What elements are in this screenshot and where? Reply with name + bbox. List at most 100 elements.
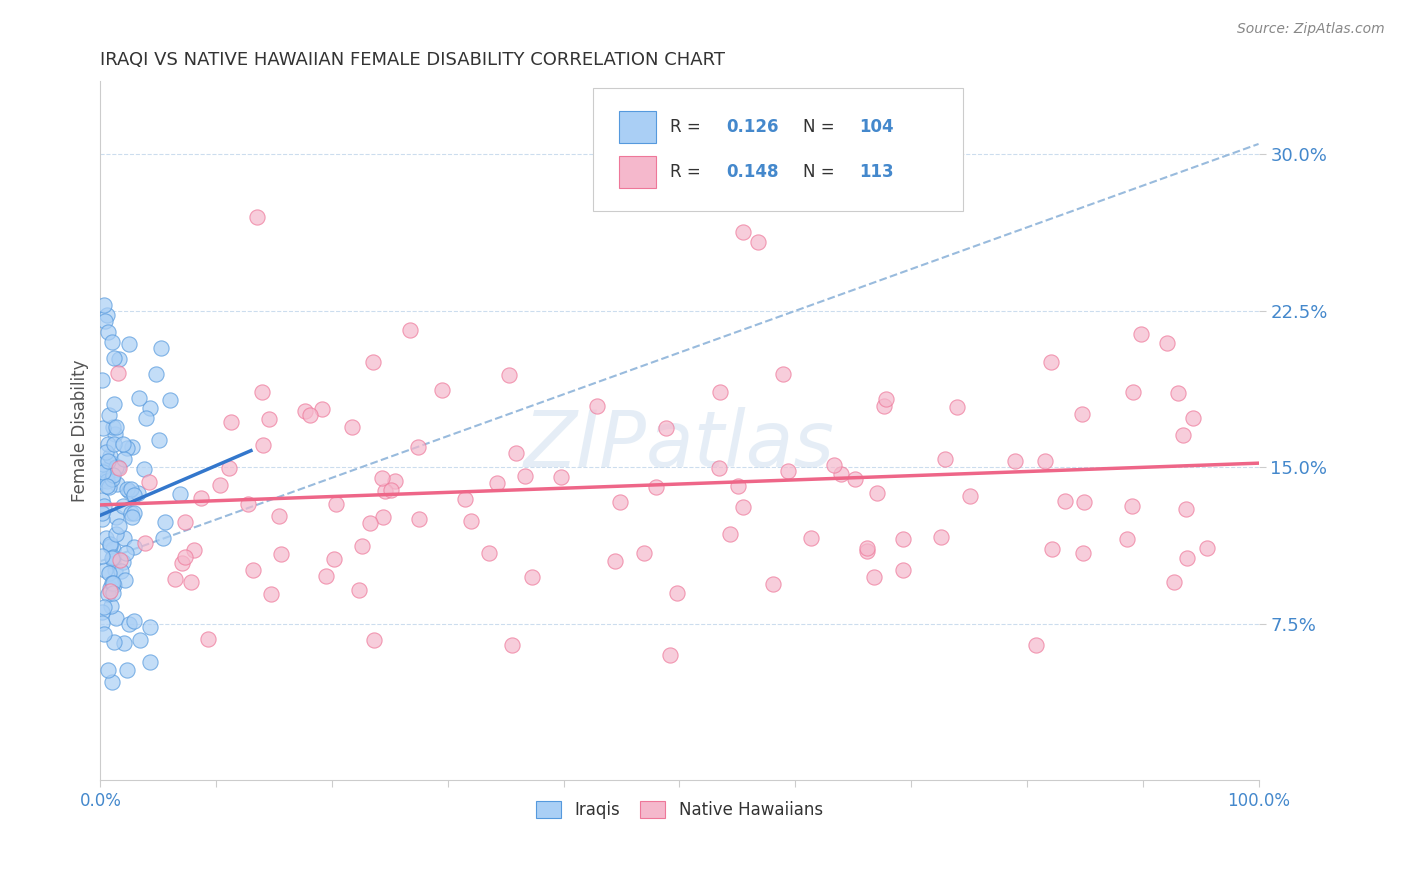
Point [863, 570, 886, 584]
Point [118, 483, 141, 498]
Point [430, 384, 453, 398]
Point [96, 471, 118, 485]
Point [163, 572, 186, 586]
Point [115, 441, 138, 455]
Point [128, 392, 150, 406]
Point [103, 467, 125, 482]
Point [891, 563, 914, 577]
Point [98, 583, 121, 598]
Point [374, 484, 396, 499]
Point [260, 586, 283, 600]
Point [1175, 502, 1198, 516]
Point [1040, 541, 1063, 556]
Point [252, 437, 274, 451]
Point [108, 519, 131, 533]
Point [342, 420, 364, 434]
Point [666, 586, 689, 600]
Point [104, 527, 127, 541]
Point [91, 373, 114, 387]
Point [91, 615, 114, 630]
Point [104, 459, 127, 474]
FancyBboxPatch shape [619, 111, 657, 143]
Point [93, 297, 115, 311]
Point [1122, 384, 1144, 399]
Point [246, 210, 269, 224]
Point [1039, 355, 1062, 369]
Point [1130, 326, 1153, 341]
Point [100, 575, 122, 590]
Point [823, 458, 845, 473]
Point [120, 506, 142, 520]
Point [208, 478, 231, 492]
Point [139, 401, 162, 416]
Point [98, 480, 121, 494]
Point [380, 483, 402, 497]
Point [115, 663, 138, 677]
Point [866, 486, 889, 500]
Text: R =: R = [671, 118, 706, 136]
Point [138, 655, 160, 669]
Point [485, 476, 508, 491]
Point [103, 397, 125, 411]
Point [609, 495, 631, 509]
Point [91, 457, 114, 471]
Point [891, 532, 914, 546]
Point [98, 539, 121, 553]
Text: IRAQI VS NATIVE HAWAIIAN FEMALE DISABILITY CORRELATION CHART: IRAQI VS NATIVE HAWAIIAN FEMALE DISABILI… [100, 51, 725, 69]
Point [844, 472, 866, 486]
Point [111, 437, 134, 451]
Point [104, 563, 127, 577]
Point [112, 500, 135, 514]
Point [97, 437, 120, 451]
Point [94, 445, 117, 459]
Point [501, 638, 523, 652]
Point [97, 325, 120, 339]
Point [707, 461, 730, 475]
Point [585, 400, 607, 414]
Point [105, 509, 128, 524]
Point [349, 582, 371, 597]
Point [1156, 336, 1178, 351]
Point [513, 469, 536, 483]
Point [149, 341, 172, 355]
Point [505, 446, 527, 460]
Point [550, 470, 572, 484]
Text: Source: ZipAtlas.com: Source: ZipAtlas.com [1237, 22, 1385, 37]
Point [132, 462, 155, 476]
Point [645, 480, 668, 494]
Point [145, 368, 167, 382]
Point [128, 633, 150, 648]
Point [90, 512, 112, 526]
Point [111, 556, 134, 570]
Point [270, 547, 292, 561]
Point [112, 531, 135, 545]
Point [104, 427, 127, 442]
Point [103, 437, 125, 451]
Point [117, 617, 139, 632]
Point [117, 336, 139, 351]
Point [294, 404, 316, 418]
Point [103, 635, 125, 649]
Point [1053, 494, 1076, 508]
Point [934, 451, 956, 466]
Point [371, 471, 394, 485]
Point [108, 351, 131, 366]
Point [946, 401, 969, 415]
Point [498, 368, 520, 382]
Point [408, 511, 430, 525]
Point [97, 566, 120, 581]
Point [148, 434, 170, 448]
Point [97, 663, 120, 677]
Point [96, 474, 118, 488]
Point [373, 510, 395, 524]
Point [138, 475, 160, 489]
Point [323, 552, 346, 566]
Point [101, 575, 124, 590]
Point [105, 476, 128, 491]
Text: N =: N = [803, 163, 841, 181]
Point [121, 440, 143, 454]
Point [108, 460, 131, 475]
Point [1175, 551, 1198, 566]
Point [733, 225, 755, 239]
Point [172, 557, 194, 571]
